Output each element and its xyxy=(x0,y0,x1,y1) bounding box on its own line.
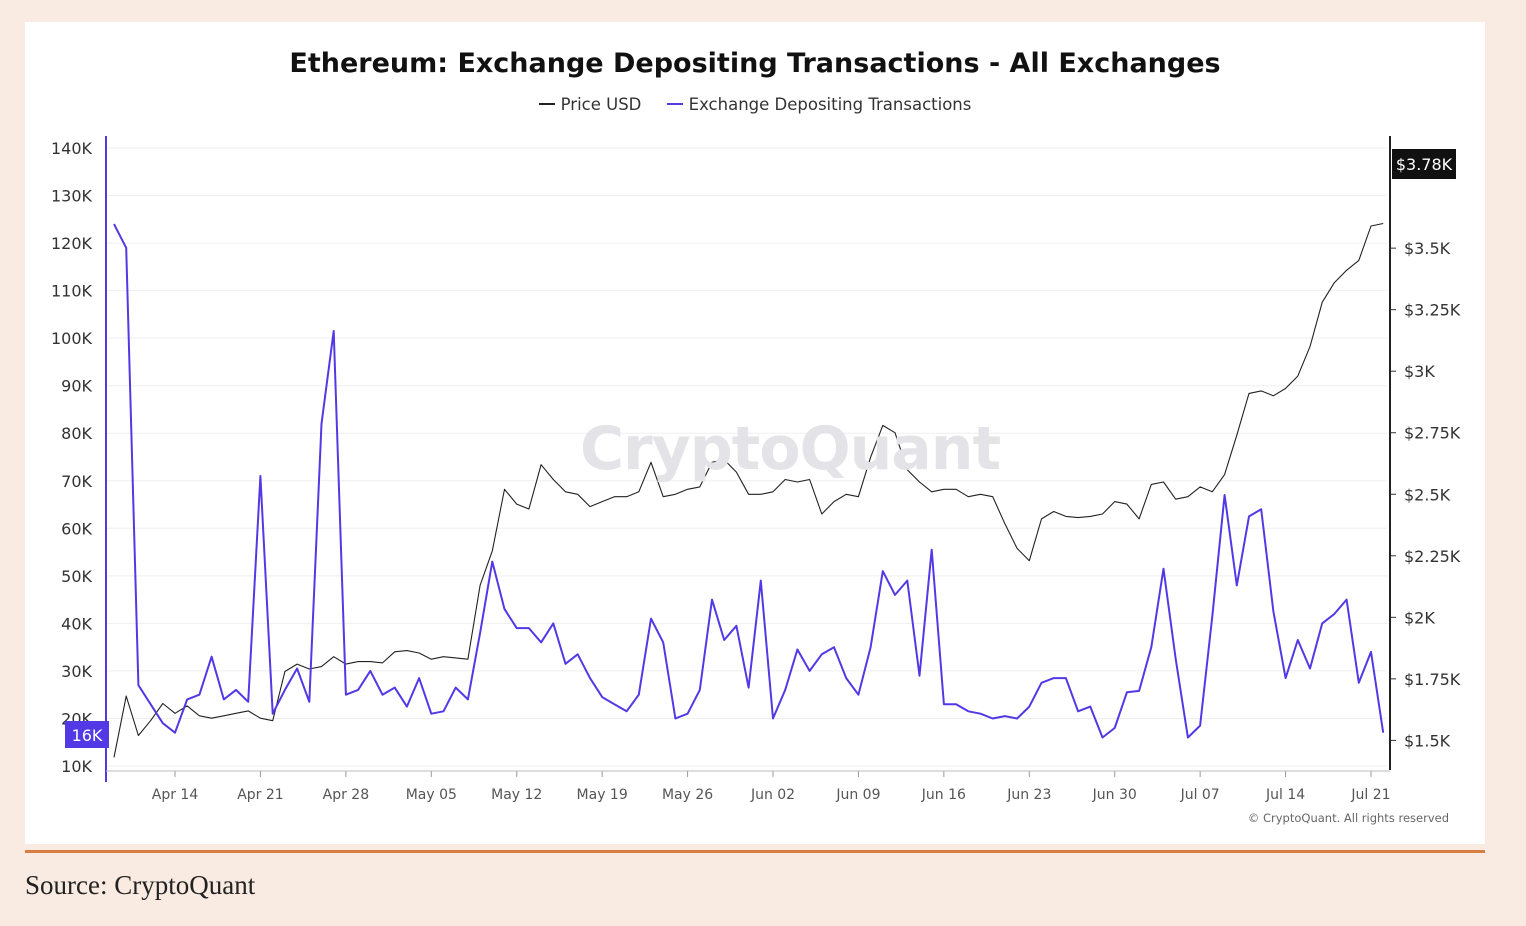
legend-item-deposits[interactable]: Exchange Depositing Transactions xyxy=(666,95,972,114)
y-left-tick-label: 90K xyxy=(61,377,92,396)
y-right-tick-label: $2.5K xyxy=(1404,485,1451,504)
price-legend-swatch xyxy=(538,102,555,105)
deposits-legend-swatch xyxy=(666,102,683,105)
current-price-badge xyxy=(1392,149,1456,179)
x-tick-label: May 12 xyxy=(491,787,542,803)
y-left-tick-label: 120K xyxy=(51,234,93,253)
x-tick-label: Apr 21 xyxy=(237,787,283,803)
y-left-tick-label: 50K xyxy=(61,567,92,586)
x-tick-label: Jun 09 xyxy=(835,787,880,803)
y-left-tick-label: 40K xyxy=(61,614,92,633)
y-right-tick-label: $3K xyxy=(1404,362,1435,381)
deposits-line xyxy=(113,223,1385,739)
x-tick-label: Apr 28 xyxy=(323,787,369,803)
y-right-tick-label: $3.5K xyxy=(1404,239,1451,258)
x-tick-label: May 26 xyxy=(662,787,713,803)
legend-item-price[interactable]: Price USD xyxy=(538,95,642,114)
x-tick-label: Jun 02 xyxy=(750,787,795,803)
legend-label-deposits: Exchange Depositing Transactions xyxy=(688,95,972,114)
x-tick-label: May 19 xyxy=(577,787,628,803)
chart-svg: 10K20K30K40K50K60K70K80K90K100K110K120K1… xyxy=(51,136,1461,803)
x-tick-label: Jul 07 xyxy=(1180,787,1220,803)
x-tick-label: Jul 14 xyxy=(1265,787,1305,803)
chart-legend: Price USD Exchange Depositing Transactio… xyxy=(25,95,1485,114)
y-left-tick-label: 60K xyxy=(61,519,92,538)
y-right-tick-label: $2K xyxy=(1404,608,1435,627)
y-right-tick-label: $2.75K xyxy=(1404,424,1461,443)
y-right-tick-label: $1.75K xyxy=(1404,670,1461,689)
chart-title: Ethereum: Exchange Depositing Transactio… xyxy=(289,48,1221,79)
watermark-text: CryptoQuant xyxy=(580,414,1001,484)
x-tick-label: Jun 23 xyxy=(1006,787,1051,803)
y-left-tick-label: 70K xyxy=(61,472,92,491)
y-left-tick-label: 30K xyxy=(61,662,92,681)
y-left-tick-label: 10K xyxy=(61,757,92,776)
bottom-divider xyxy=(25,850,1485,853)
chart-card: 10K 20K 30K 40K 50K 60K 70K 80K 90K 100K 110K 120K 1… xyxy=(25,22,1485,844)
y-left-tick-label: 130K xyxy=(51,187,93,206)
price-line xyxy=(113,222,1384,758)
source-caption: Source: CryptoQuant xyxy=(25,870,256,900)
y-left-tick-label: 110K xyxy=(51,282,93,301)
x-tick-label: May 05 xyxy=(406,787,457,803)
copyright-notice: © CryptoQuant. All rights reserved xyxy=(1247,811,1449,825)
current-deposits-badge xyxy=(65,721,109,748)
current-deposits-label: 16K xyxy=(72,726,103,745)
x-tick-label: Jul 21 xyxy=(1350,787,1390,803)
y-left-tick-label: 80K xyxy=(61,424,92,443)
y-right-tick-label: $2.25K xyxy=(1404,547,1461,566)
legend-label-price: Price USD xyxy=(560,95,642,114)
x-tick-label: Jun 16 xyxy=(921,787,966,803)
current-price-label: $3.78K xyxy=(1396,155,1453,174)
y-left-tick-label: 100K xyxy=(51,329,93,348)
x-tick-label: Apr 14 xyxy=(152,787,199,803)
y-left-tick-label: 140K xyxy=(51,139,93,158)
y-right-tick-label: $1.5K xyxy=(1404,731,1451,750)
x-tick-label: Jun 30 xyxy=(1092,787,1137,803)
y-right-tick-label: $3.25K xyxy=(1404,301,1461,320)
